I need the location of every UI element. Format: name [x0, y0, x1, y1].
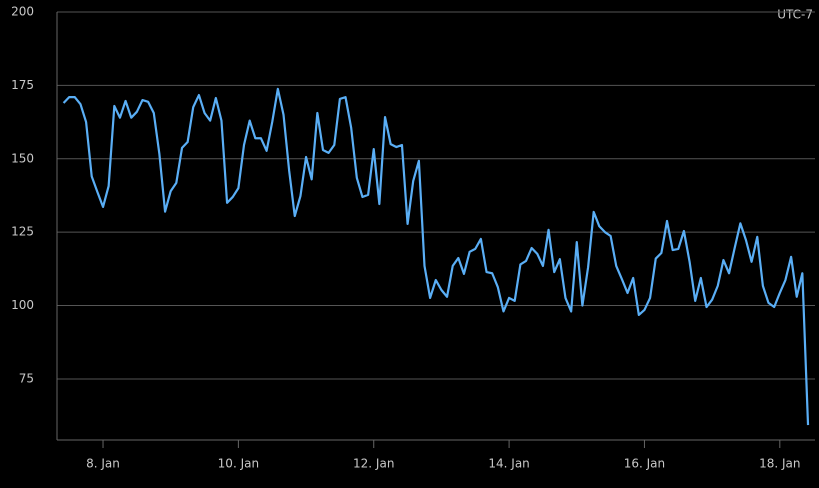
y-tick-label: 100 [11, 298, 34, 312]
y-tick-label: 75 [19, 371, 34, 385]
timezone-label: UTC-7 [777, 8, 813, 22]
y-tick-label: 150 [11, 151, 34, 165]
y-tick-label: 175 [11, 78, 34, 92]
x-tick-label: 12. Jan [353, 457, 394, 471]
x-tick-label: 16. Jan [624, 457, 665, 471]
x-tick-label: 18. Jan [759, 457, 800, 471]
y-tick-label: 125 [11, 225, 34, 239]
x-tick-label: 8. Jan [86, 457, 120, 471]
x-tick-label: 10. Jan [218, 457, 259, 471]
data-line [62, 87, 810, 426]
y-tick-label: 200 [11, 5, 34, 19]
x-tick-label: 14. Jan [488, 457, 529, 471]
